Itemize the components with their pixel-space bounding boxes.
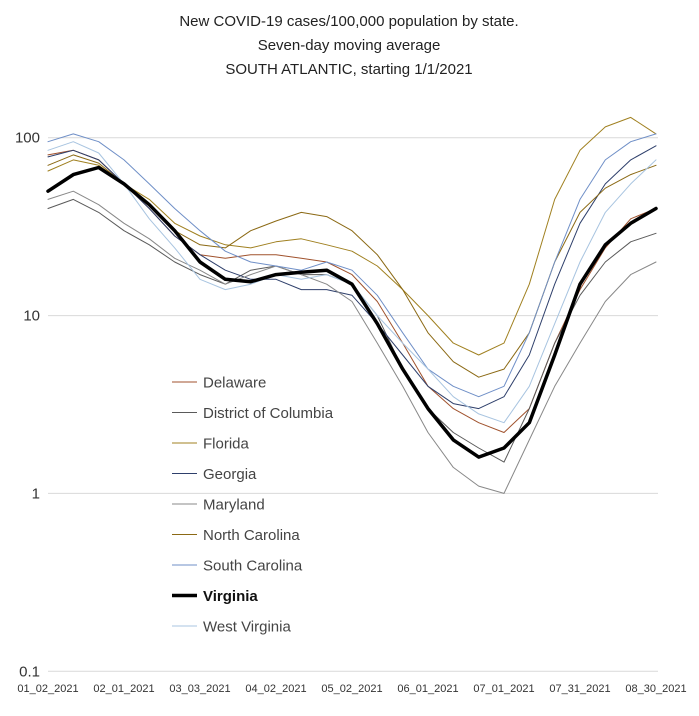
x-tick-label: 05_02_2021 xyxy=(321,683,382,695)
y-tick-label: 0.1 xyxy=(19,663,40,680)
series-lines xyxy=(46,116,658,494)
gridlines xyxy=(48,137,658,672)
legend-label: Maryland xyxy=(203,497,265,514)
x-tick-label: 07_31_2021 xyxy=(549,683,610,695)
x-axis-ticks: 01_02_2021 02_01_2021 03_03_2021 04_02_2021… xyxy=(17,683,686,695)
series-line-south-carolina xyxy=(47,133,657,398)
legend-label: District of Columbia xyxy=(203,405,334,422)
legend-label: Delaware xyxy=(203,375,266,392)
legend-label: North Carolina xyxy=(203,527,300,544)
x-tick-label: 06_01_2021 xyxy=(397,683,458,695)
y-tick-label: 1 xyxy=(32,485,40,502)
legend-label: South Carolina xyxy=(203,558,303,575)
legend-label: Florida xyxy=(203,436,250,453)
y-tick-label: 10 xyxy=(23,308,40,325)
chart-title-line-1: New COVID-19 cases/100,000 population by… xyxy=(179,13,518,30)
series-line-florida xyxy=(47,116,657,356)
chart-title-line-2: Seven-day moving average xyxy=(258,37,441,54)
y-tick-label: 100 xyxy=(15,130,40,147)
y-axis-ticks: 0.1 1 10 100 xyxy=(15,130,40,681)
legend-label: Virginia xyxy=(203,588,258,605)
x-tick-label: 02_01_2021 xyxy=(93,683,154,695)
legend: Delaware District of Columbia Florida Georg… xyxy=(172,375,334,636)
legend-label: Georgia xyxy=(203,466,257,483)
x-tick-label: 01_02_2021 xyxy=(17,683,78,695)
series-line-maryland xyxy=(47,190,657,494)
x-tick-label: 08_30_2021 xyxy=(625,683,686,695)
x-tick-label: 07_01_2021 xyxy=(473,683,534,695)
chart-title-line-3: SOUTH ATLANTIC, starting 1/1/2021 xyxy=(225,61,472,78)
legend-label: West Virginia xyxy=(203,619,291,636)
series-line-virginia xyxy=(46,165,658,459)
series-line-georgia xyxy=(47,145,657,410)
x-tick-label: 03_03_2021 xyxy=(169,683,230,695)
x-tick-label: 04_02_2021 xyxy=(245,683,306,695)
